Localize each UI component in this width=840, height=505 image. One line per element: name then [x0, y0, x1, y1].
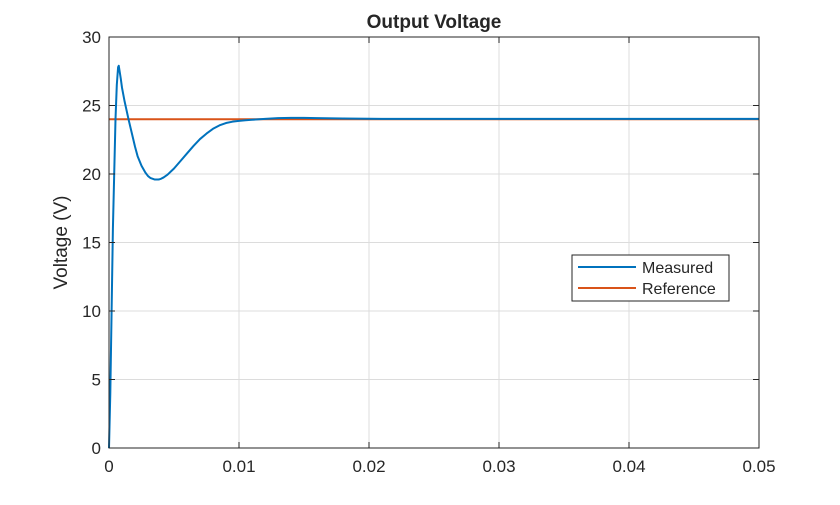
x-tick-label: 0.02 [352, 457, 385, 476]
y-tick-label: 10 [82, 302, 101, 321]
y-tick-label: 30 [82, 28, 101, 47]
x-tick-label: 0.01 [222, 457, 255, 476]
y-tick-label: 0 [92, 439, 101, 458]
legend-box [571, 254, 730, 302]
series-line-measured [108, 64, 759, 449]
y-tick-label: 5 [92, 371, 101, 390]
y-tick-label: 15 [82, 234, 101, 253]
y-tick-label: 20 [82, 165, 101, 184]
x-tick-label: 0 [104, 457, 113, 476]
y-tick-label: 25 [82, 97, 101, 116]
legend-label-measured: Measured [642, 260, 713, 277]
chart-title: Output Voltage [367, 12, 502, 33]
legend: Measured Reference [571, 254, 730, 302]
x-tick-label: 0.04 [612, 457, 645, 476]
legend-label-reference: Reference [642, 281, 716, 298]
grid [109, 37, 759, 448]
x-tick-label: 0.03 [482, 457, 515, 476]
x-tick-label: 0.05 [742, 457, 775, 476]
y-axis-label: Voltage (V) [51, 196, 72, 290]
ticks: 0 0.01 0.02 0.03 0.04 0.05 0 5 10 15 20 25 30 [82, 28, 775, 476]
